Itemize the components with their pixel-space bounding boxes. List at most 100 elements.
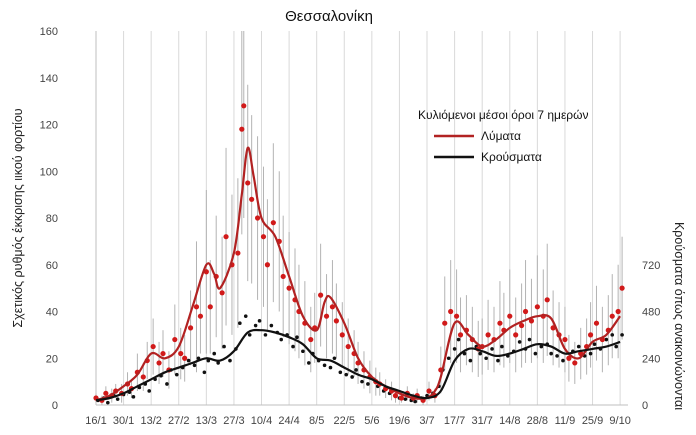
cases-point xyxy=(147,389,151,393)
cases-point xyxy=(478,351,483,356)
cases-point xyxy=(186,358,191,363)
wastewater-point xyxy=(528,318,535,324)
wastewater-point xyxy=(140,374,146,380)
cases-point xyxy=(413,399,418,404)
wastewater-point xyxy=(286,285,292,291)
wastewater-point xyxy=(172,336,178,343)
wastewater-point xyxy=(522,308,529,315)
x-tick-label: 22/5 xyxy=(334,415,355,427)
wastewater-point xyxy=(485,332,491,338)
cases-point xyxy=(192,363,197,368)
x-tick-label: 10/4 xyxy=(251,415,272,427)
x-tick-label: 19/6 xyxy=(389,415,410,427)
cases-point xyxy=(106,400,110,405)
cases-point xyxy=(403,397,408,401)
y2-tick-label: 240 xyxy=(642,353,660,365)
daily-cases-points xyxy=(96,314,624,405)
wastewater-point xyxy=(519,322,525,329)
x-tick-label: 11/9 xyxy=(555,415,576,427)
wastewater-point xyxy=(593,320,600,326)
wastewater-point xyxy=(534,304,540,310)
moving-average-lines xyxy=(95,146,621,402)
cases-point xyxy=(496,358,500,363)
wastewater-point xyxy=(207,304,213,310)
wastewater-point xyxy=(239,126,245,132)
x-tick-label: 13/3 xyxy=(196,415,217,427)
cases-point xyxy=(332,356,337,361)
cases-point xyxy=(257,319,262,323)
cases-point xyxy=(307,361,311,365)
cases-point xyxy=(490,347,494,351)
wastewater-point xyxy=(241,103,247,109)
wastewater-point xyxy=(150,343,156,350)
wastewater-point xyxy=(513,332,519,338)
wastewater-point xyxy=(562,336,568,343)
legend-label-wastewater: Λύματα xyxy=(481,129,521,143)
cases-point xyxy=(446,356,451,361)
wastewater-moving-average-line xyxy=(95,146,621,402)
cases-point xyxy=(131,395,136,399)
wastewater-point xyxy=(223,234,229,240)
wastewater-point xyxy=(442,320,448,326)
y-tick-label: 160 xyxy=(40,26,58,38)
wastewater-point xyxy=(187,325,194,331)
x-tick-label: 16/1 xyxy=(85,415,106,427)
wastewater-point xyxy=(507,313,513,319)
x-tick-label: 28/8 xyxy=(527,415,548,427)
wastewater-point xyxy=(587,332,594,338)
x-tick-label: 27/3 xyxy=(223,415,244,427)
wastewater-point xyxy=(160,350,166,357)
wastewater-point xyxy=(245,180,251,186)
y2-tick-label: 720 xyxy=(642,260,660,272)
cases-point xyxy=(555,354,559,358)
wastewater-point xyxy=(270,220,276,226)
cases-point xyxy=(202,370,207,375)
cases-point xyxy=(354,368,358,372)
wastewater-point xyxy=(398,395,405,401)
cases-point xyxy=(269,323,274,328)
x-tick-label: 14/8 xyxy=(499,415,520,427)
y-tick-label: 120 xyxy=(40,120,58,132)
cases-point xyxy=(253,323,258,328)
cases-point xyxy=(295,335,299,340)
x-tick-label: 25/9 xyxy=(582,415,603,427)
y-axis-title: Σχετικός ρυθμός έκκρισης ιικού φορτίου xyxy=(11,108,25,327)
wastewater-point xyxy=(572,360,578,366)
cases-point xyxy=(243,314,248,318)
wastewater-point xyxy=(308,336,314,343)
wastewater-point xyxy=(339,332,345,338)
y-tick-label: 20 xyxy=(46,353,58,365)
cases-point xyxy=(533,351,538,356)
cases-point xyxy=(610,333,615,337)
legend-label-cases: Κρούσματα xyxy=(481,150,542,164)
x-tick-label: 31/7 xyxy=(471,415,492,427)
legend: Κυλιόμενοι μέσοι όροι 7 ημερών Λύματα Κρ… xyxy=(418,108,589,164)
cases-point xyxy=(576,344,581,349)
cases-point xyxy=(500,344,504,349)
wastewater-point xyxy=(156,360,162,366)
cases-point xyxy=(452,347,457,351)
wastewater-point xyxy=(426,388,432,394)
wastewater-point xyxy=(249,196,255,202)
cases-point xyxy=(301,349,305,354)
chart-title: Θεσσαλονίκη xyxy=(285,8,373,25)
wastewater-point xyxy=(392,393,399,399)
y2-tick-label: 0 xyxy=(642,400,648,412)
cases-point xyxy=(322,363,327,368)
wastewater-point xyxy=(333,318,339,324)
wastewater-point xyxy=(457,332,464,338)
wastewater-point xyxy=(178,350,184,357)
cases-point xyxy=(456,337,461,342)
wastewater-point xyxy=(103,390,109,396)
cases-point xyxy=(539,344,544,349)
cases-point xyxy=(549,351,553,356)
y2-tick-label: 480 xyxy=(642,307,660,319)
y-tick-label: 60 xyxy=(46,260,58,272)
cases-point xyxy=(216,361,220,365)
cases-point xyxy=(350,375,354,379)
cases-point xyxy=(588,351,593,356)
cases-point xyxy=(238,321,242,325)
chart-axes xyxy=(95,31,628,406)
wastewater-point xyxy=(497,320,503,326)
